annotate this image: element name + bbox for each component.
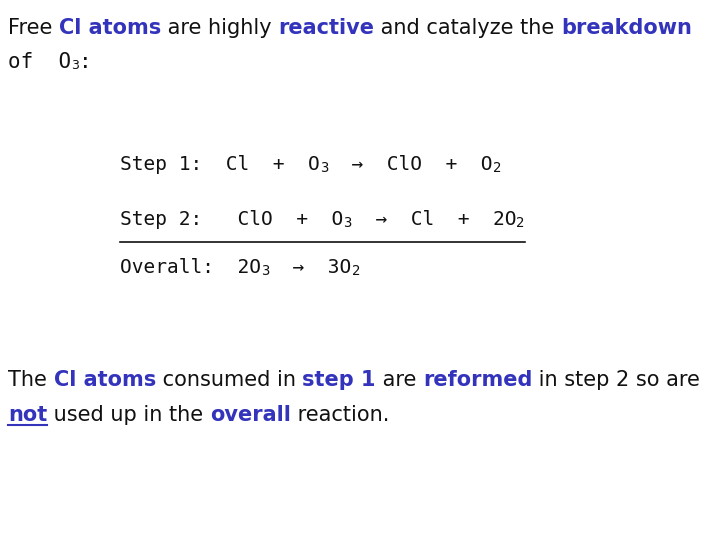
- Text: step 1: step 1: [302, 370, 376, 390]
- Text: are highly: are highly: [161, 18, 279, 38]
- Text: reactive: reactive: [279, 18, 374, 38]
- Text: Cl atoms: Cl atoms: [53, 370, 156, 390]
- Text: 2: 2: [351, 264, 360, 278]
- Text: Step 2:   ClO  +  O: Step 2: ClO + O: [120, 210, 343, 229]
- Text: 3: 3: [320, 161, 328, 175]
- Text: Step 1:  Cl  +  O: Step 1: Cl + O: [120, 155, 320, 174]
- Text: →  Cl  +  2O: → Cl + 2O: [351, 210, 516, 229]
- Text: 2: 2: [492, 161, 501, 175]
- Text: :: :: [79, 52, 91, 72]
- Text: →  ClO  +  O: → ClO + O: [328, 155, 492, 174]
- Text: 3: 3: [261, 264, 269, 278]
- Text: consumed in: consumed in: [156, 370, 302, 390]
- Text: Cl atoms: Cl atoms: [59, 18, 161, 38]
- Text: and catalyze the: and catalyze the: [374, 18, 562, 38]
- Text: in step 2 so are: in step 2 so are: [532, 370, 700, 390]
- Text: reformed: reformed: [423, 370, 532, 390]
- Text: 2: 2: [516, 216, 524, 230]
- Text: Free: Free: [8, 18, 59, 38]
- Text: not: not: [8, 405, 48, 425]
- Text: reaction.: reaction.: [291, 405, 390, 425]
- Text: 3: 3: [343, 216, 351, 230]
- Text: of  O: of O: [8, 52, 71, 72]
- Text: breakdown: breakdown: [562, 18, 692, 38]
- Text: →  3O: → 3O: [269, 258, 351, 277]
- Text: The: The: [8, 370, 53, 390]
- Text: are: are: [376, 370, 423, 390]
- Text: Overall:  2O: Overall: 2O: [120, 258, 261, 277]
- Text: overall: overall: [210, 405, 291, 425]
- Text: 3: 3: [71, 59, 79, 72]
- Text: used up in the: used up in the: [48, 405, 210, 425]
